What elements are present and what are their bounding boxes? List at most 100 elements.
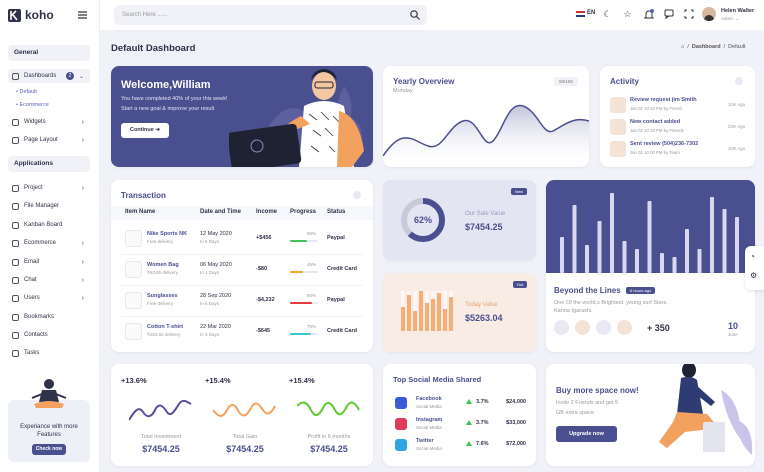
social-percent: 7.6%	[476, 441, 489, 447]
sale-percent: 62%	[413, 215, 432, 225]
social-sub: Social Media	[416, 425, 442, 430]
today-bar	[425, 291, 429, 331]
avatar[interactable]	[617, 320, 632, 335]
kanban-icon	[12, 221, 19, 229]
sidebar-item-tasks[interactable]: Tasks	[8, 346, 90, 360]
sidebar-item-bookmarks[interactable]: Bookmarks	[8, 310, 90, 324]
stat-item: +15.4% Total Gain $7454.25	[205, 364, 285, 466]
avatar[interactable]	[554, 320, 569, 335]
sale-label: Our Sale Value	[465, 211, 506, 217]
search-input[interactable]: Search Here ......	[114, 5, 427, 25]
sidebar-sub-ecommerce[interactable]: • Ecommerce	[16, 102, 49, 108]
today-bar-fill	[443, 309, 447, 331]
breadcrumb-dashboard[interactable]: Dashboard	[691, 44, 721, 50]
progress-bar	[290, 302, 318, 304]
beyond-bar	[710, 197, 714, 273]
stat-value: $7454.25	[226, 444, 264, 454]
up-arrow-icon	[466, 441, 472, 446]
overview-subtitle: Monday	[393, 88, 413, 94]
check-now-button[interactable]: Check now	[32, 444, 66, 455]
stat-wave-chart	[129, 399, 192, 421]
sidebar-item-label: Dashboards	[24, 73, 57, 79]
menu-toggle-icon[interactable]	[78, 11, 87, 21]
social-item[interactable]: Facebook Social Media 3.7% $24,000	[393, 394, 526, 412]
hot-badge: Hot	[513, 281, 527, 288]
social-name: Facebook	[416, 396, 442, 402]
progress-fill	[290, 333, 311, 335]
sidebar-item-page-layout[interactable]: Page Layout ›	[8, 133, 90, 147]
language-selector[interactable]: EN	[587, 10, 596, 16]
sidebar-sub-default[interactable]: • Default	[16, 89, 37, 95]
project-icon	[12, 184, 19, 192]
product-thumbnail	[125, 261, 142, 278]
transaction-when: In 3 Days	[200, 332, 220, 337]
table-row[interactable]: Cotton T-shirt ₹263.65 delivery 22 Mar 202…	[111, 319, 373, 347]
time-badge: 6 hours ago	[626, 287, 656, 294]
social-percent: 3.7%	[476, 420, 489, 426]
sidebar-item-widgets[interactable]: Widgets ›	[8, 115, 90, 129]
star-icon[interactable]: ☆	[623, 9, 632, 19]
stat-label: Total Investment	[140, 434, 182, 440]
sidebar-item-file-manager[interactable]: File Manager	[8, 199, 90, 213]
dark-mode-icon[interactable]: ☾	[603, 9, 612, 19]
settings-icon[interactable]	[353, 191, 361, 199]
person-sitting-illustration	[651, 364, 755, 466]
message-icon[interactable]	[663, 9, 674, 20]
home-icon[interactable]: ⌂	[681, 44, 685, 50]
user-name[interactable]: Helen Walter	[721, 8, 755, 14]
today-bar-fill	[449, 297, 453, 331]
table-row[interactable]: Women Bag ₹63.65 delivery 06 May 2020 In 3 …	[111, 257, 373, 286]
user-role: Admin ⌄	[721, 16, 739, 21]
sidebar-item-project[interactable]: Project ›	[8, 181, 90, 195]
sidebar-item-kanban[interactable]: Kanban Board	[8, 218, 90, 232]
sidebar-section-applications: Applications	[8, 156, 90, 172]
up-arrow-icon	[466, 399, 472, 404]
activity-item[interactable]: New contact added Jan 02 10:10 PM by Frie…	[610, 119, 745, 139]
bell-icon[interactable]	[643, 9, 654, 20]
transaction-when: In 6 Days	[200, 301, 220, 306]
social-item[interactable]: Instagram Social Media 3.7% $33,000	[393, 415, 526, 433]
transaction-date: 12 May 2020	[200, 231, 232, 237]
sidebar-item-ecommerce[interactable]: Ecommerce ›	[8, 236, 90, 250]
settings-icon[interactable]	[735, 77, 743, 85]
upgrade-button[interactable]: Upgrade now	[556, 426, 617, 442]
continue-button[interactable]: Continue ➔	[121, 123, 169, 138]
transaction-status: Credit Card	[327, 328, 357, 334]
product-thumbnail	[125, 230, 142, 247]
logo[interactable]: koho	[8, 8, 54, 22]
sidebar-item-contacts[interactable]: Contacts	[8, 328, 90, 342]
sidebar-item-dashboards[interactable]: Dashboards 2 ⌄	[8, 69, 90, 83]
transaction-card: Transaction Item Name Date and Time Inco…	[111, 180, 373, 352]
fullscreen-icon[interactable]	[683, 9, 694, 20]
progress-percent: 75%	[307, 324, 317, 329]
transaction-status: Credit Card	[327, 266, 357, 272]
beyond-bar	[635, 249, 639, 273]
today-bar	[407, 291, 411, 331]
palette-icon[interactable]: ◔	[750, 252, 755, 261]
social-item[interactable]: Twitter Social Media 7.6% $72,000	[393, 436, 526, 454]
sidebar-item-chat[interactable]: Chat ›	[8, 273, 90, 287]
social-media-card: Top Social Media Shared Facebook Social M…	[383, 364, 536, 466]
sidebar-item-email[interactable]: Email ›	[8, 255, 90, 269]
table-row[interactable]: Nike Sports NK Free delivery 12 May 2020 In…	[111, 226, 373, 255]
social-percent: 3.7%	[476, 399, 489, 405]
search-icon[interactable]	[410, 10, 420, 22]
activity-meta: Jan 02 10:00 PM by Team	[630, 150, 680, 155]
activity-title: Review request jim Smith	[630, 97, 697, 103]
today-bar-fill	[413, 311, 417, 331]
activity-item[interactable]: Review request jim Smith Jan 02 10:15 PM …	[610, 97, 745, 117]
gear-icon[interactable]: ⚙	[750, 271, 758, 280]
avatar[interactable]	[575, 320, 590, 335]
beyond-bar	[622, 241, 627, 273]
avatar[interactable]	[596, 320, 611, 335]
avatar[interactable]	[702, 7, 716, 21]
social-title: Top Social Media Shared	[393, 375, 482, 384]
us-flag-icon[interactable]	[576, 11, 585, 17]
sidebar-item-users[interactable]: Users ›	[8, 291, 90, 305]
social-name: Instagram	[416, 417, 443, 423]
stats-card: +13.6% Total Investment $7454.25 +15.4% Tota…	[111, 364, 373, 466]
transaction-when: In 6 Days	[200, 239, 220, 244]
activity-item[interactable]: Sent review (504)236-7302 Jan 02 10:00 PM…	[610, 141, 745, 161]
table-row[interactable]: Sunglasses Free delivery 28 Sep 2020 In 6 D…	[111, 288, 373, 317]
page-title: Default Dashboard	[111, 43, 196, 54]
